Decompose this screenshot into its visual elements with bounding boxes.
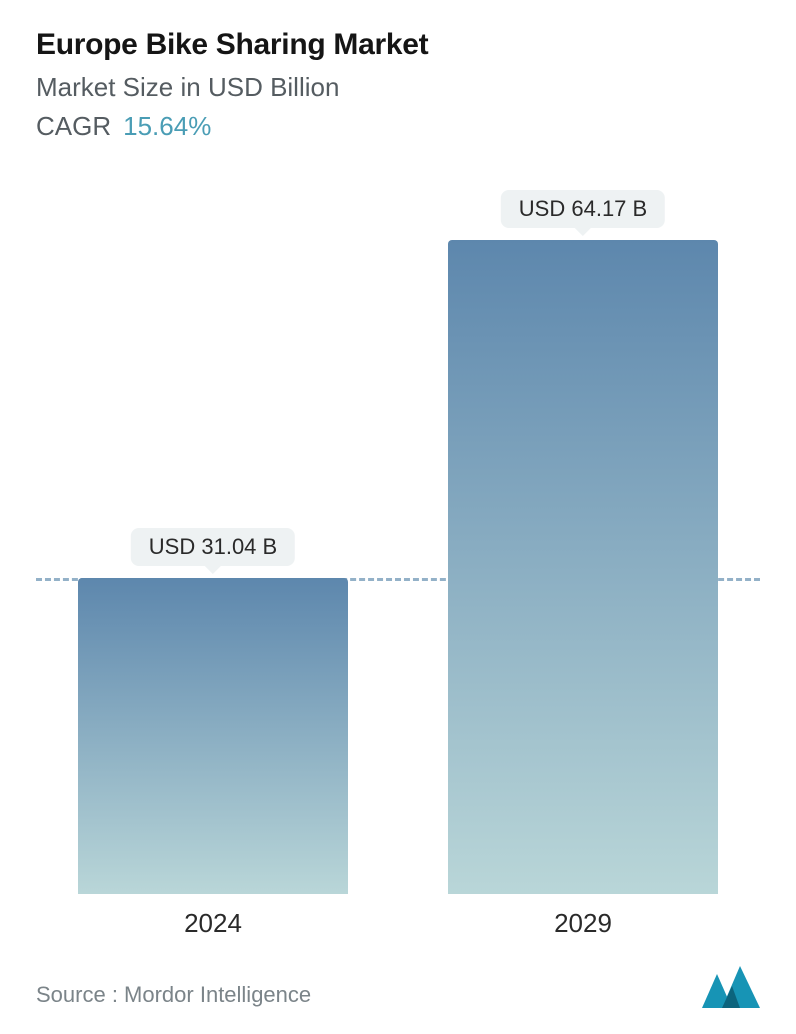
source-text: Source : Mordor Intelligence (36, 982, 311, 1008)
chart-footer: Source : Mordor Intelligence (36, 966, 760, 1008)
bar-fill (448, 240, 718, 894)
chart-title: Europe Bike Sharing Market (36, 28, 760, 62)
chart-area: USD 31.04 B2024USD 64.17 B2029 (36, 180, 760, 894)
chart-subtitle: Market Size in USD Billion (36, 72, 760, 103)
bar-2024: USD 31.04 B (78, 578, 348, 894)
cagr-row: CAGR 15.64% (36, 111, 760, 142)
x-axis-label-2029: 2029 (554, 908, 612, 939)
value-badge-2029: USD 64.17 B (501, 190, 665, 228)
mordor-logo-icon (702, 966, 760, 1008)
x-axis-label-2024: 2024 (184, 908, 242, 939)
cagr-label: CAGR (36, 111, 111, 141)
value-badge-2024: USD 31.04 B (131, 528, 295, 566)
bar-fill (78, 578, 348, 894)
cagr-value: 15.64% (123, 111, 211, 141)
bar-2029: USD 64.17 B (448, 240, 718, 894)
